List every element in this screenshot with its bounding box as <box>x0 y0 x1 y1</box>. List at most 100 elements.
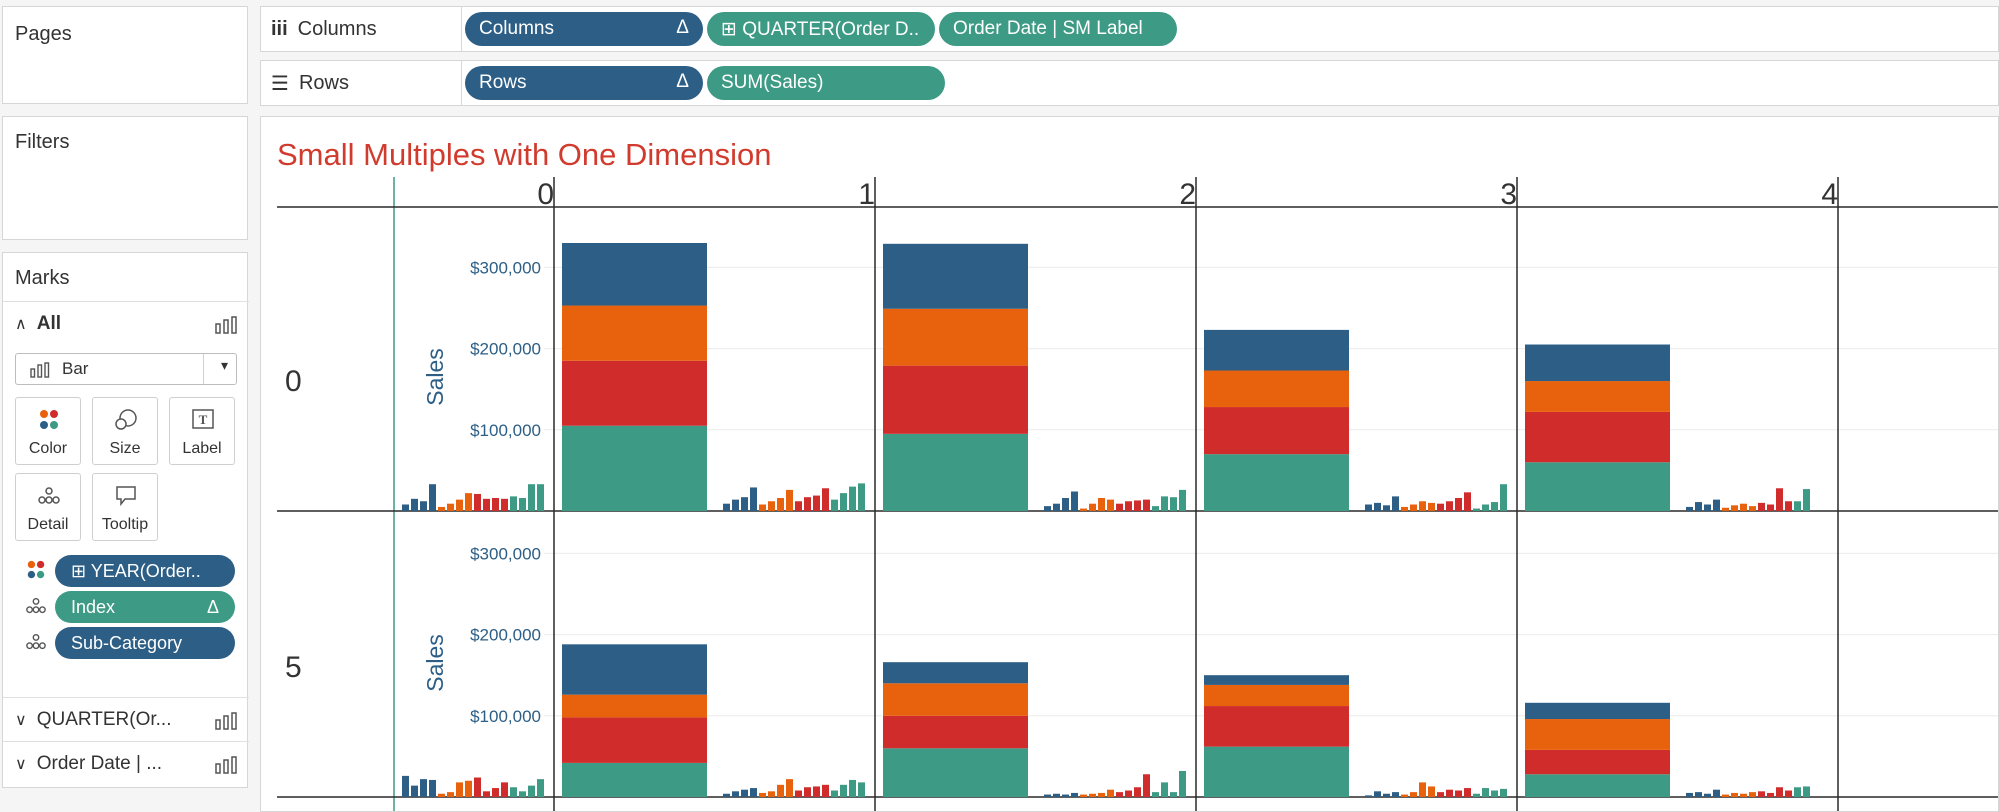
small-bar <box>1080 794 1087 797</box>
order-date-sm-label: Order Date | SM Label <box>953 18 1143 39</box>
columns-shelf[interactable]: iii Columns Columns Δ ⊞ QUARTER(Order D.… <box>260 6 1999 52</box>
color-button[interactable]: Color <box>15 397 81 465</box>
pages-title: Pages <box>15 23 72 45</box>
small-bar <box>402 504 409 511</box>
small-bar <box>1392 792 1399 797</box>
mark-type-value: Bar <box>62 359 89 378</box>
small-bar <box>750 487 757 511</box>
small-bar <box>1704 504 1711 511</box>
stacked-bar-segment <box>1525 702 1670 720</box>
stacked-bar-segment <box>562 360 707 426</box>
detail-button[interactable]: Detail <box>15 473 81 541</box>
small-bar <box>1044 506 1051 511</box>
small-bar <box>732 499 739 511</box>
small-bar <box>429 779 436 797</box>
label-button-label: Label <box>182 440 222 457</box>
small-bar <box>759 504 766 511</box>
index-pill[interactable]: Index Δ <box>55 591 235 623</box>
stacked-bar-segment <box>1204 407 1349 455</box>
small-bar <box>1695 792 1702 797</box>
pages-card[interactable]: Pages <box>2 6 248 104</box>
small-bar <box>1722 507 1729 511</box>
index-pill-label: Index <box>71 596 116 617</box>
marks-all-label: All <box>36 312 61 334</box>
marks-section-quarter[interactable]: ∨ QUARTER(Or... <box>3 697 249 741</box>
small-bar <box>1767 792 1774 797</box>
small-bar <box>1116 792 1123 797</box>
small-bar <box>1686 792 1693 797</box>
small-bar <box>723 793 730 797</box>
small-bar <box>1107 499 1114 511</box>
small-bar <box>1758 791 1765 797</box>
stacked-bar-segment <box>1525 462 1670 511</box>
stacked-bar-segment <box>1204 329 1349 371</box>
small-bar <box>474 777 481 797</box>
label-button[interactable]: T Label <box>169 397 235 465</box>
column-header: 3 <box>1500 178 1517 211</box>
year-order-date-pill[interactable]: ⊞ YEAR(Order.. <box>55 555 235 587</box>
small-bar <box>528 484 535 511</box>
y-tick-label: $200,000 <box>470 626 541 645</box>
mark-type-select[interactable]: Bar ▾ <box>15 353 237 385</box>
svg-text:T: T <box>199 412 208 427</box>
sum-sales-pill[interactable]: SUM(Sales) <box>707 66 945 100</box>
stacked-bar-segment <box>883 748 1028 797</box>
small-bar <box>1464 788 1471 797</box>
small-bar <box>1365 504 1372 511</box>
order-date-sm-label-pill[interactable]: Order Date | SM Label <box>939 12 1177 46</box>
small-bar <box>1143 774 1150 797</box>
tooltip-button[interactable]: Tooltip <box>92 473 158 541</box>
marks-section-order-date-label: Order Date | ... <box>36 752 163 774</box>
stacked-bar-segment <box>562 305 707 361</box>
small-bar <box>537 484 544 511</box>
detail-icon <box>26 633 46 650</box>
marks-all-header[interactable]: ∧ All <box>3 301 249 345</box>
small-bar <box>492 498 499 511</box>
quarter-order-date-pill[interactable]: ⊞ QUARTER(Order D.. <box>707 12 935 46</box>
small-bar <box>501 498 508 511</box>
view-title: Small Multiples with One Dimension <box>277 137 772 172</box>
columns-pill[interactable]: Columns Δ <box>465 12 703 46</box>
rows-pill[interactable]: Rows Δ <box>465 66 703 100</box>
sub-category-pill[interactable]: Sub-Category <box>55 627 235 659</box>
small-bar <box>1446 501 1453 511</box>
small-bar <box>777 498 784 511</box>
small-bar <box>777 784 784 797</box>
marks-section-order-date[interactable]: ∨ Order Date | ... <box>3 741 249 785</box>
small-bar <box>1491 502 1498 511</box>
small-bar <box>456 782 463 797</box>
stacked-bar-segment <box>883 683 1028 716</box>
stacked-bar-segment <box>1525 749 1670 775</box>
small-bar <box>723 503 730 511</box>
small-bar <box>537 779 544 797</box>
small-bar <box>1071 792 1078 797</box>
delta-icon: Δ <box>206 596 219 617</box>
chevron-down-icon: ∨ <box>15 711 27 729</box>
rows-pill-label: Rows <box>479 72 527 93</box>
small-bar <box>741 789 748 797</box>
small-bar <box>759 792 766 797</box>
small-bar <box>1098 792 1105 797</box>
small-bar <box>840 784 847 797</box>
rows-shelf[interactable]: ☰ Rows Rows Δ SUM(Sales) <box>260 60 1999 106</box>
chevron-down-icon[interactable]: ▾ <box>220 357 228 373</box>
small-bar <box>438 506 445 511</box>
small-bar <box>822 784 829 797</box>
bar-mark-icon <box>215 316 237 334</box>
small-bar <box>1098 498 1105 511</box>
small-bar <box>1125 501 1132 511</box>
delta-icon: Δ <box>676 71 689 92</box>
small-bar <box>1428 786 1435 797</box>
small-bar <box>741 497 748 511</box>
stacked-bar-segment <box>883 365 1028 434</box>
small-bar <box>840 493 847 511</box>
chevron-up-icon: ∧ <box>15 315 27 333</box>
small-bar <box>402 775 409 797</box>
detail-icon <box>38 487 60 504</box>
small-bar <box>1776 787 1783 797</box>
small-bar <box>465 493 472 511</box>
stacked-bar-segment <box>1204 675 1349 685</box>
filters-card[interactable]: Filters <box>2 116 248 240</box>
small-bar <box>1758 502 1765 511</box>
size-button[interactable]: Size <box>92 397 158 465</box>
